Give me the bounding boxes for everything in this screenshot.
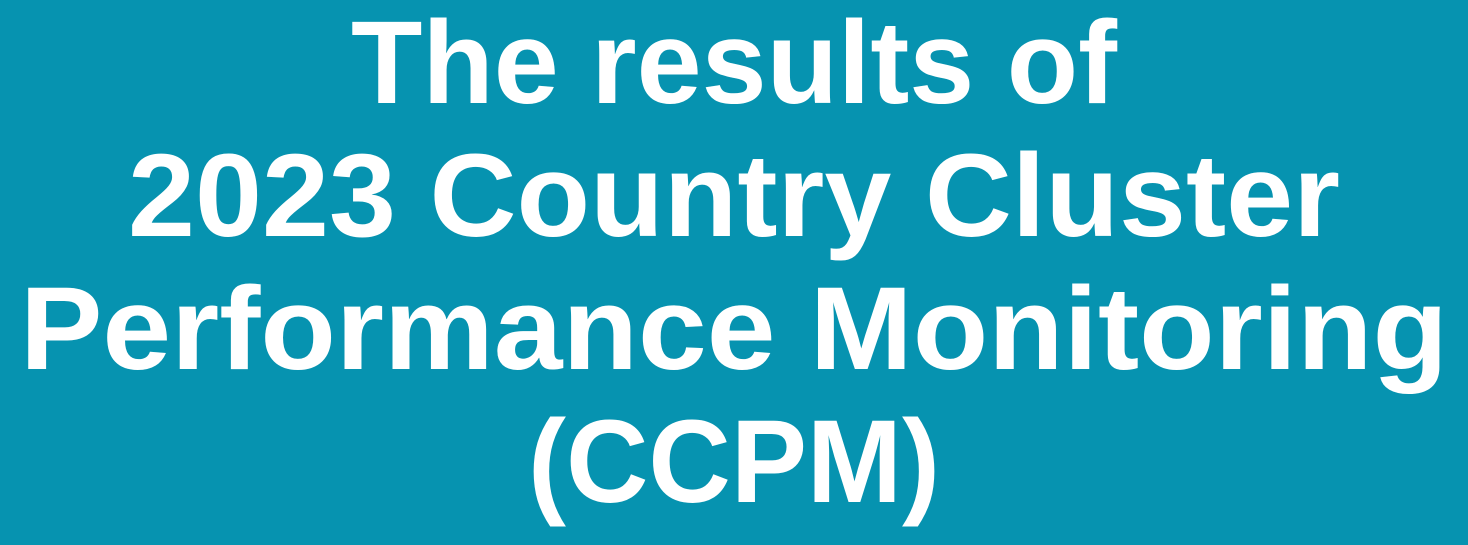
title-line: (CCPM) <box>528 396 940 528</box>
title-line: 2023 Country Cluster <box>128 130 1340 262</box>
title-line: The results of <box>351 0 1118 129</box>
title-line: Performance Monitoring <box>20 263 1448 395</box>
